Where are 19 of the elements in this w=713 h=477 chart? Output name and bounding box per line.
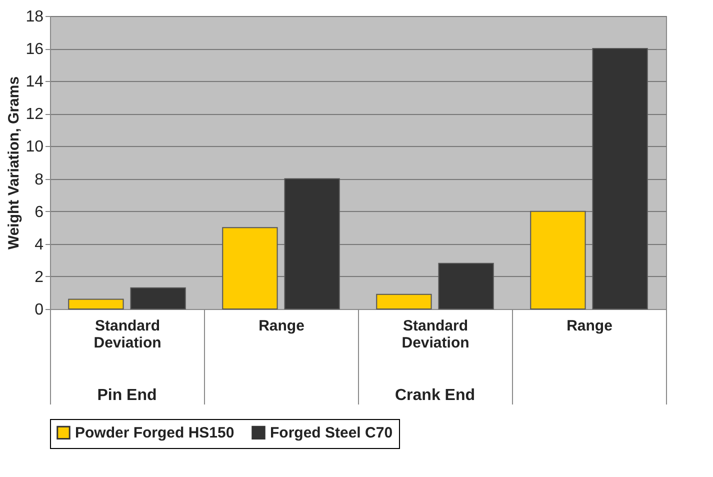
y-tick-label: 8 (34, 171, 44, 188)
y-tick-label: 10 (26, 138, 44, 156)
legend-label: Powder Forged HS150 (75, 424, 234, 442)
y-tick-label: 16 (26, 41, 44, 58)
y-tick-label: 2 (34, 268, 44, 286)
y-tick-label: 14 (26, 74, 44, 91)
y-tick-label: 4 (34, 236, 44, 254)
y-tick-label: 18 (26, 8, 44, 26)
x-tick-label: Standard Deviation (402, 318, 470, 352)
x-tick-label: Range (258, 318, 304, 334)
y-tick-label: 0 (34, 302, 44, 318)
y-tick-label: 12 (26, 106, 44, 124)
text: Crank End (394, 387, 476, 404)
text: Pin End (97, 387, 157, 404)
x-tick-label: Standard Deviation (94, 318, 162, 352)
legend-label: Forged Steel C70 (270, 424, 393, 442)
y-axis-title: Weight Variation, Grams (6, 76, 23, 250)
x-tick-label: Range (566, 318, 612, 334)
y-tick-label: 6 (34, 204, 44, 221)
